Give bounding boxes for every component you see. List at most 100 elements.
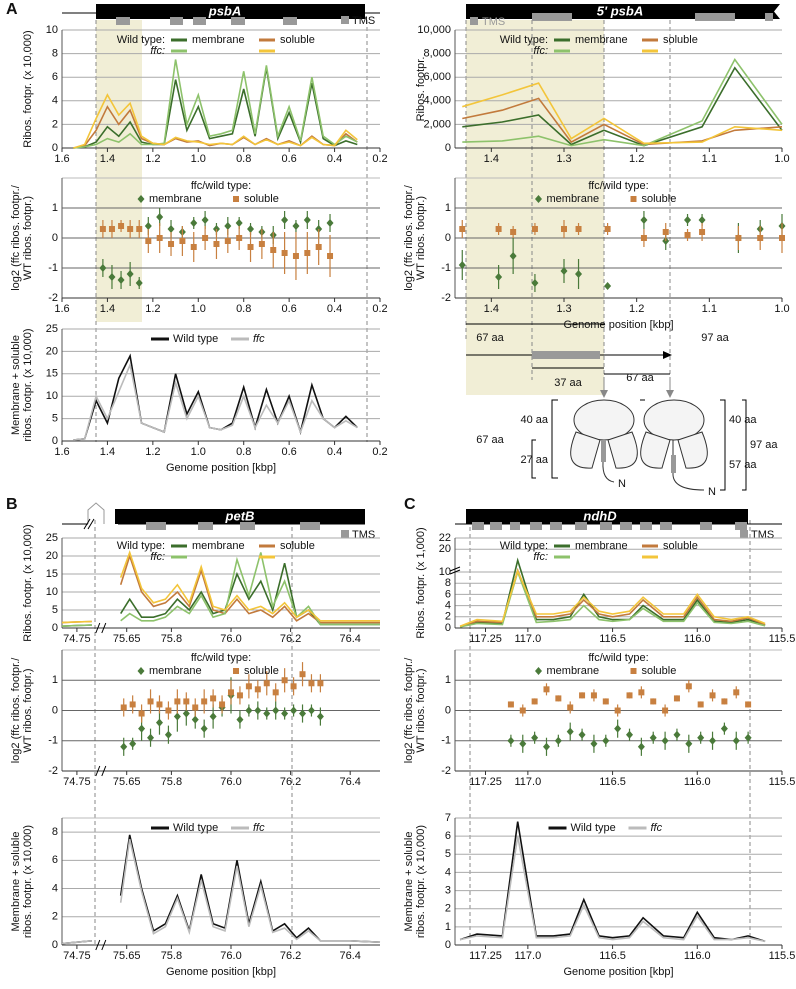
point: [709, 736, 717, 745]
y-tick-label: 0: [52, 232, 58, 244]
legend-label: ffc: [651, 822, 663, 834]
series-line: [61, 552, 380, 627]
series-line: [61, 839, 381, 945]
point: [281, 709, 289, 718]
series-line: [61, 553, 380, 624]
tms-label: TMS: [352, 15, 375, 27]
series-line: [73, 362, 358, 441]
legend-label: membrane: [192, 34, 245, 46]
tms-key: [341, 530, 349, 538]
point: [145, 238, 152, 244]
series-line: [462, 97, 783, 146]
legend-label: Wild type:: [500, 34, 548, 46]
x-axis-title: Genome position [kbp]: [563, 319, 673, 331]
point: [697, 701, 704, 708]
x-tick-label: 117.0: [514, 776, 541, 788]
x-tick-label: 117.0: [514, 633, 541, 645]
x-tick-label: 1.4: [100, 153, 115, 165]
legend-label: membrane: [575, 34, 628, 46]
y-axis-title: ribos. footpr. (x 10,000): [22, 328, 34, 441]
x-tick-label: 0.6: [281, 446, 296, 458]
legend-label: Wild type:: [500, 540, 548, 552]
legend-swatch: [233, 668, 239, 674]
y-tick-label: 0: [52, 622, 58, 634]
y-tick-label: 10: [46, 24, 58, 36]
point: [281, 677, 288, 684]
length-label: 67 aa: [626, 372, 654, 384]
y-tick-label: 6,000: [423, 71, 451, 83]
y-tick-label: 2: [52, 118, 58, 130]
point: [213, 241, 220, 247]
y-axis-title: Membrane + soluble: [403, 832, 415, 932]
tms-key: [341, 16, 349, 24]
point: [200, 724, 208, 733]
point: [192, 704, 199, 711]
x-tick-label: 76.0: [220, 776, 241, 788]
point: [165, 707, 172, 714]
x-tick-label: 1.4: [100, 446, 115, 458]
point: [543, 686, 550, 693]
y-tick-label: 0: [445, 704, 451, 716]
point: [531, 733, 539, 742]
gene-name: ndhD: [583, 508, 617, 523]
point: [459, 226, 466, 232]
point: [684, 232, 691, 238]
point: [228, 689, 234, 696]
point: [697, 733, 705, 742]
series-line: [61, 549, 380, 624]
point: [531, 279, 539, 287]
x-tick-label: 115.5: [769, 776, 796, 788]
chart: 0 1 2 3 4 5 6 7 117.25 117.0 116.5 116.0 115.5 Genome…: [403, 812, 795, 978]
x-axis-title: Genome position [kbp]: [563, 966, 673, 978]
break-symbol: [87, 502, 105, 524]
y-tick-label: 7: [445, 812, 451, 824]
point: [144, 222, 152, 230]
y-tick-label: 25: [46, 532, 58, 544]
point: [575, 270, 583, 278]
y-axis-title: Ribos. footpr.: [415, 57, 427, 122]
y-tick-label: 2: [445, 611, 451, 623]
legend-label: ffc:: [150, 45, 165, 57]
x-tick-label: 115.5: [769, 950, 796, 962]
gene-name: psbA: [208, 3, 242, 18]
y-tick-label: 0: [52, 939, 58, 951]
point: [182, 709, 190, 718]
legend-swatch: [233, 196, 239, 202]
point: [590, 692, 597, 699]
point: [235, 219, 243, 227]
point: [292, 253, 299, 259]
point: [236, 692, 243, 699]
y-axis-title: Membrane + soluble: [10, 832, 22, 932]
x-tick-label: 76.0: [220, 633, 241, 645]
point: [495, 226, 502, 232]
y-tick-label: -1: [441, 262, 451, 274]
point: [156, 235, 163, 241]
tms-key: [470, 17, 478, 25]
x-tick-label: 75.8: [161, 633, 182, 645]
y-axis-title: log2 (ffc ribos. footpr./: [403, 184, 415, 291]
point: [117, 276, 125, 284]
x-tick-label: 1.2: [145, 446, 160, 458]
series-line: [61, 834, 381, 945]
point: [191, 715, 199, 724]
point: [236, 715, 244, 724]
n-terminus: N: [708, 486, 716, 498]
legend-label: Wild type: [173, 333, 218, 345]
gene-bar: [96, 4, 365, 19]
x-tick-label: 1.0: [774, 153, 789, 165]
x-tick-label: 116.5: [599, 776, 626, 788]
series-line: [459, 821, 766, 943]
x-tick-label: 116.0: [684, 633, 711, 645]
length-label: 37 aa: [554, 377, 582, 389]
point: [147, 698, 154, 705]
point: [167, 225, 175, 233]
x-tick-label: 116.5: [599, 633, 626, 645]
legend-swatch: [630, 668, 637, 674]
point: [579, 692, 586, 699]
y-tick-label: 4: [445, 866, 451, 878]
y-tick-label: 8: [445, 577, 451, 589]
point: [578, 730, 586, 739]
point: [640, 216, 648, 224]
legend-label: Wild type: [173, 822, 218, 834]
legend-swatch: [535, 195, 542, 203]
